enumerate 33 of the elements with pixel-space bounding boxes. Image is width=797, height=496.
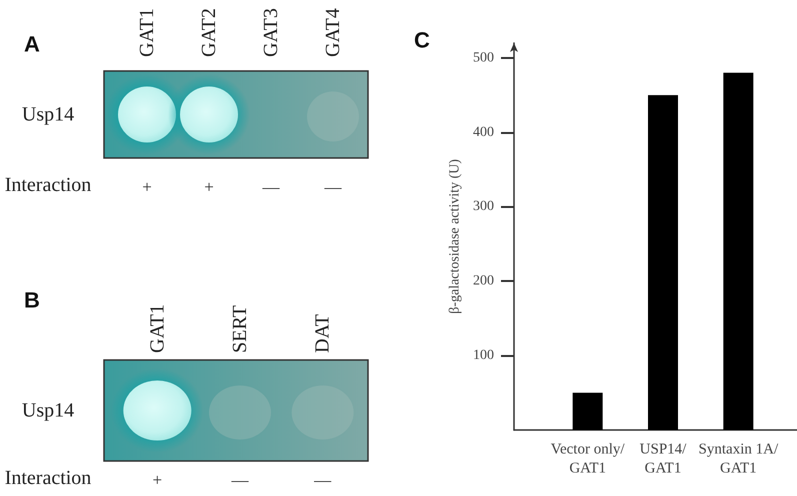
bar — [648, 95, 678, 430]
category-label: Interaction — [4, 467, 92, 489]
text: A — [24, 32, 40, 56]
bar — [723, 72, 754, 430]
text: — — [262, 178, 280, 196]
y-axis-title: β-galactosidase activity (U) — [448, 158, 463, 314]
text: B — [24, 288, 40, 312]
text: + — [142, 178, 152, 196]
category-label: GAT2 — [198, 8, 220, 57]
bar — [572, 392, 603, 430]
text: + — [152, 470, 162, 490]
x-tick-label: USP14/ GAT1 — [640, 442, 688, 476]
category-label: DAT — [312, 314, 334, 353]
category-label: GAT1 — [146, 304, 168, 353]
category-label: GAT4 — [322, 8, 344, 57]
category-label: SERT — [229, 305, 251, 353]
y-tick-label: 200 — [473, 274, 494, 289]
y-tick-label: 400 — [473, 124, 494, 140]
x-tick-label: Syntaxin 1A/ GAT1 — [698, 442, 779, 476]
category-label: GAT1 — [136, 8, 158, 57]
x-tick-label: Vector only/ GAT1 — [550, 442, 626, 476]
text: — — [314, 470, 332, 490]
text: + — [204, 178, 214, 196]
category-label: Usp14 — [22, 104, 74, 126]
category-label: Usp14 — [22, 400, 74, 422]
chart-title: C — [414, 28, 430, 52]
category-label: GAT3 — [260, 8, 282, 57]
text: — — [232, 470, 248, 490]
y-tick-label: 300 — [473, 199, 494, 214]
y-tick-label: 100 — [473, 348, 494, 364]
text: — — [324, 178, 342, 196]
y-tick-label: 500 — [473, 50, 494, 66]
category-label: Interaction — [4, 174, 92, 196]
